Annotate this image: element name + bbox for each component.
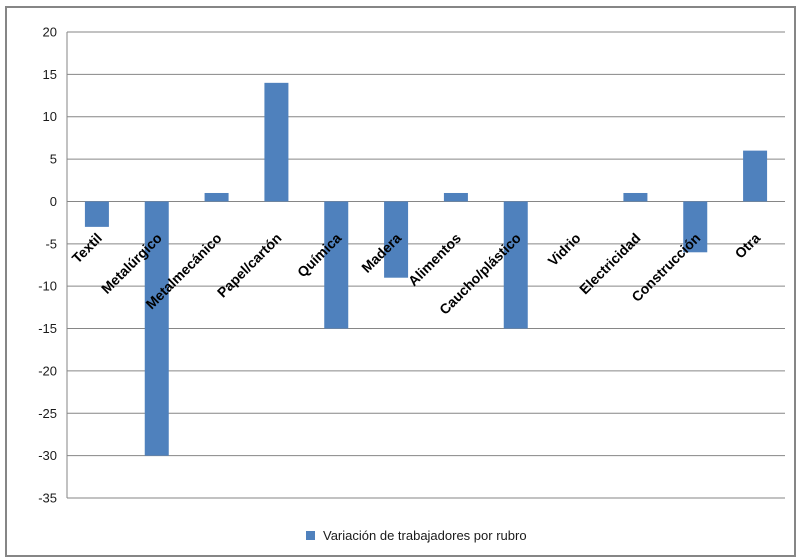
category-label: Textil [69, 230, 105, 266]
y-tick-label: -5 [45, 236, 57, 251]
y-tick-label: 5 [50, 152, 57, 167]
bar [84, 201, 109, 227]
category-label: Vidrio [545, 230, 584, 269]
gridlines [67, 31, 785, 499]
bar [204, 192, 229, 202]
y-tick-label: -30 [38, 448, 57, 463]
legend-swatch [306, 531, 315, 540]
y-tick-label: -35 [38, 491, 57, 506]
y-tick-label: -20 [38, 363, 57, 378]
bar [683, 201, 708, 253]
y-tick-label: 15 [43, 67, 57, 82]
bar [503, 201, 528, 329]
bar [384, 201, 409, 278]
category-label: Papel/cartón [214, 230, 285, 301]
bar [743, 150, 768, 202]
y-tick-label: -15 [38, 321, 57, 336]
category-label: Alimentos [405, 230, 464, 289]
y-tick-label: 0 [50, 194, 57, 209]
category-label: Otra [732, 230, 764, 262]
legend-label: Variación de trabajadores por rubro [323, 528, 527, 543]
bar [144, 201, 169, 456]
category-labels: TextilMetalúrgicoMetalmecánicoPapel/cart… [69, 230, 764, 318]
y-tick-label: 10 [43, 109, 57, 124]
bar [324, 201, 349, 329]
bar [443, 192, 468, 202]
chart-frame [5, 6, 796, 557]
legend: Variación de trabajadores por rubro [306, 528, 527, 543]
bar [623, 192, 648, 202]
y-tick-label: 20 [43, 25, 57, 40]
y-tick-label: -10 [38, 279, 57, 294]
bars [84, 82, 768, 456]
y-tick-label: -25 [38, 406, 57, 421]
bar [264, 82, 289, 202]
y-tick-labels: 20 15 10 5 0 -5 -10 -15 -20 -25 -30 -35 [38, 25, 57, 506]
